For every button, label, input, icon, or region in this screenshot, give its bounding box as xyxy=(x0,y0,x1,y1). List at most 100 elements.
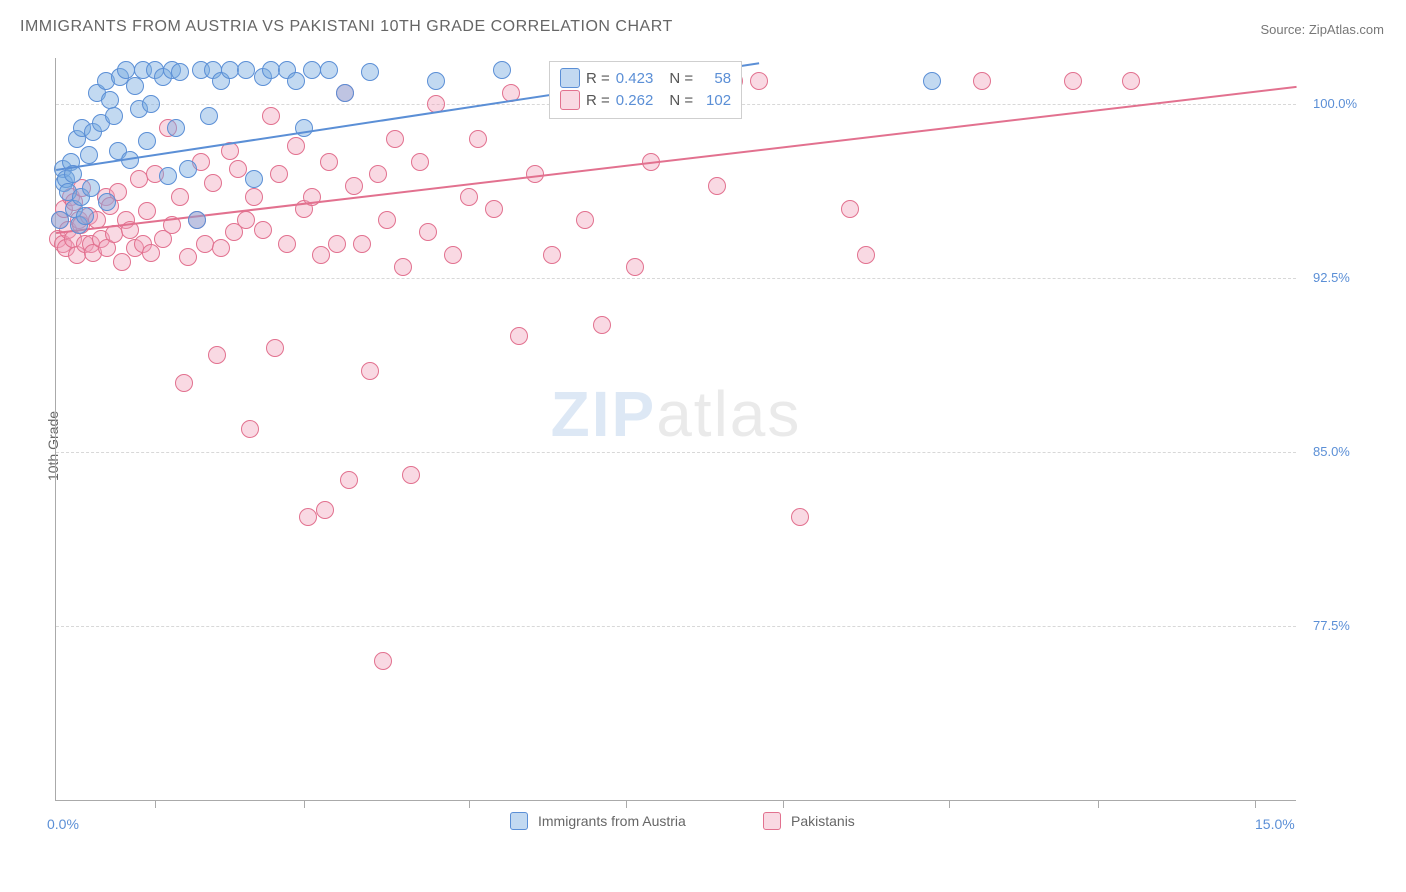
source-prefix: Source: xyxy=(1260,22,1308,37)
scatter-point-pakistani xyxy=(204,174,222,192)
scatter-point-austria xyxy=(98,193,116,211)
y-tick-label: 85.0% xyxy=(1313,444,1350,459)
x-axis-label: 15.0% xyxy=(1255,816,1295,832)
x-tick xyxy=(783,800,784,808)
scatter-point-pakistani xyxy=(196,235,214,253)
scatter-point-austria xyxy=(427,72,445,90)
scatter-point-pakistani xyxy=(857,246,875,264)
gridline-h xyxy=(56,278,1296,279)
legend-bottom-austria: Immigrants from Austria xyxy=(510,812,686,830)
scatter-point-pakistani xyxy=(287,137,305,155)
scatter-point-pakistani xyxy=(316,501,334,519)
scatter-point-pakistani xyxy=(973,72,991,90)
scatter-point-pakistani xyxy=(138,202,156,220)
scatter-point-austria xyxy=(80,146,98,164)
scatter-point-austria xyxy=(76,207,94,225)
scatter-point-pakistani xyxy=(402,466,420,484)
legend-swatch-austria xyxy=(560,68,580,88)
legend-n-value: 58 xyxy=(699,70,731,87)
scatter-point-austria xyxy=(142,95,160,113)
x-tick xyxy=(304,800,305,808)
x-axis-label: 0.0% xyxy=(47,816,79,832)
legend-stats-box: R =0.423N =58R =0.262N =102 xyxy=(549,61,742,119)
scatter-point-pakistani xyxy=(299,508,317,526)
scatter-point-austria xyxy=(159,167,177,185)
scatter-point-austria xyxy=(245,170,263,188)
scatter-point-pakistani xyxy=(593,316,611,334)
scatter-point-austria xyxy=(200,107,218,125)
x-tick xyxy=(1255,800,1256,808)
x-tick xyxy=(155,800,156,808)
scatter-point-austria xyxy=(361,63,379,81)
plot-area: ZIPatlas R =0.423N =58R =0.262N =102 xyxy=(55,58,1296,801)
legend-r-label: R = xyxy=(586,92,610,109)
watermark-zip: ZIP xyxy=(551,378,657,450)
scatter-point-austria xyxy=(101,91,119,109)
legend-bottom-label: Pakistanis xyxy=(791,813,855,829)
scatter-point-pakistani xyxy=(386,130,404,148)
scatter-point-pakistani xyxy=(444,246,462,264)
scatter-point-pakistani xyxy=(241,420,259,438)
scatter-point-pakistani xyxy=(254,221,272,239)
scatter-point-pakistani xyxy=(419,223,437,241)
x-tick xyxy=(626,800,627,808)
scatter-point-pakistani xyxy=(113,253,131,271)
scatter-point-pakistani xyxy=(750,72,768,90)
legend-n-label: N = xyxy=(669,70,693,87)
scatter-point-austria xyxy=(167,119,185,137)
scatter-point-pakistani xyxy=(345,177,363,195)
scatter-point-austria xyxy=(320,61,338,79)
scatter-point-austria xyxy=(262,61,280,79)
scatter-point-pakistani xyxy=(328,235,346,253)
scatter-point-pakistani xyxy=(262,107,280,125)
legend-n-value: 102 xyxy=(699,92,731,109)
scatter-point-pakistani xyxy=(175,374,193,392)
legend-bottom-swatch xyxy=(510,812,528,830)
y-tick-label: 77.5% xyxy=(1313,618,1350,633)
scatter-point-austria xyxy=(493,61,511,79)
legend-bottom-label: Immigrants from Austria xyxy=(538,813,686,829)
scatter-point-pakistani xyxy=(708,177,726,195)
scatter-point-pakistani xyxy=(266,339,284,357)
legend-n-label: N = xyxy=(669,92,693,109)
x-tick xyxy=(469,800,470,808)
scatter-point-austria xyxy=(287,72,305,90)
legend-r-value: 0.262 xyxy=(616,92,654,109)
gridline-h xyxy=(56,452,1296,453)
scatter-point-pakistani xyxy=(841,200,859,218)
scatter-point-pakistani xyxy=(237,211,255,229)
scatter-point-pakistani xyxy=(469,130,487,148)
scatter-point-pakistani xyxy=(212,239,230,257)
y-tick-label: 100.0% xyxy=(1313,96,1357,111)
scatter-point-pakistani xyxy=(130,170,148,188)
scatter-point-pakistani xyxy=(485,200,503,218)
scatter-point-pakistani xyxy=(510,327,528,345)
scatter-point-austria xyxy=(171,63,189,81)
scatter-point-austria xyxy=(923,72,941,90)
scatter-point-pakistani xyxy=(142,244,160,262)
scatter-point-austria xyxy=(138,132,156,150)
watermark: ZIPatlas xyxy=(551,377,802,451)
scatter-point-austria xyxy=(221,61,239,79)
scatter-point-pakistani xyxy=(543,246,561,264)
chart-container: IMMIGRANTS FROM AUSTRIA VS PAKISTANI 10T… xyxy=(0,0,1406,892)
scatter-point-austria xyxy=(336,84,354,102)
scatter-point-austria xyxy=(303,61,321,79)
scatter-point-austria xyxy=(82,179,100,197)
scatter-point-pakistani xyxy=(361,362,379,380)
scatter-point-austria xyxy=(126,77,144,95)
scatter-point-pakistani xyxy=(791,508,809,526)
scatter-point-pakistani xyxy=(378,211,396,229)
legend-stat-row-pakistani: R = 0.262 N = 102 xyxy=(560,90,731,110)
scatter-point-pakistani xyxy=(374,652,392,670)
scatter-point-pakistani xyxy=(576,211,594,229)
source-attribution: Source: ZipAtlas.com xyxy=(1260,22,1384,37)
scatter-point-pakistani xyxy=(411,153,429,171)
x-tick xyxy=(1098,800,1099,808)
scatter-point-pakistani xyxy=(626,258,644,276)
scatter-point-austria xyxy=(188,211,206,229)
scatter-point-pakistani xyxy=(245,188,263,206)
chart-title: IMMIGRANTS FROM AUSTRIA VS PAKISTANI 10T… xyxy=(20,18,673,36)
scatter-point-pakistani xyxy=(1064,72,1082,90)
x-tick xyxy=(949,800,950,808)
